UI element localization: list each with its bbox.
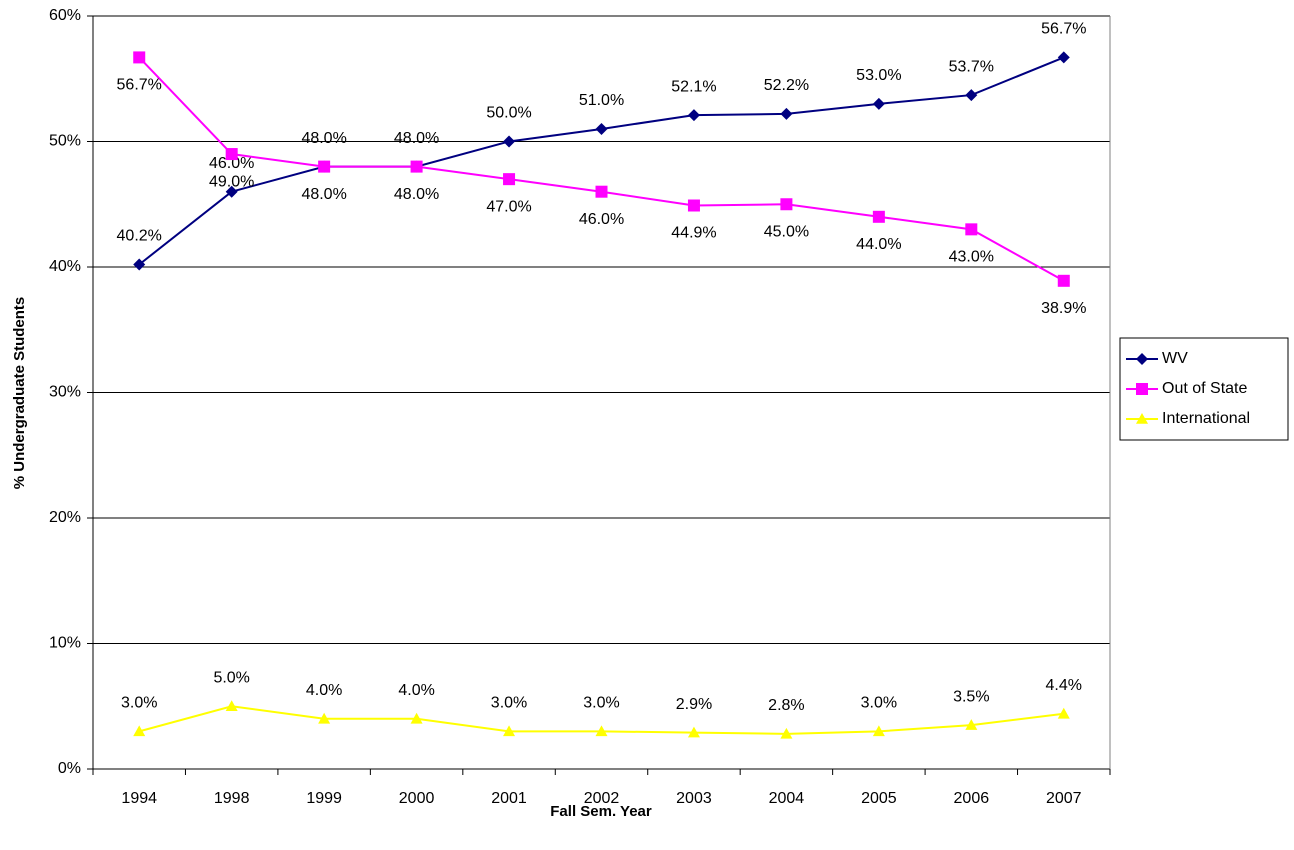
- marker: [965, 223, 978, 236]
- legend-label: WV: [1162, 350, 1188, 367]
- x-tick-label: 1998: [214, 790, 250, 807]
- data-label: 44.9%: [671, 225, 716, 242]
- marker: [410, 712, 423, 724]
- y-tick-label: 30%: [49, 384, 81, 401]
- y-tick-label: 50%: [49, 133, 81, 150]
- marker: [133, 51, 146, 64]
- legend-label: International: [1162, 410, 1250, 427]
- data-label: 4.4%: [1046, 677, 1082, 694]
- marker: [965, 89, 978, 102]
- y-axis-title: % Undergraduate Students: [11, 297, 28, 490]
- marker: [1057, 707, 1070, 719]
- data-label: 46.0%: [209, 155, 254, 172]
- data-label: 51.0%: [579, 92, 624, 109]
- marker: [503, 135, 516, 148]
- data-label: 53.0%: [856, 67, 901, 84]
- data-label: 2.9%: [676, 696, 712, 713]
- data-label: 43.0%: [949, 249, 994, 266]
- marker: [410, 160, 423, 173]
- data-label: 52.2%: [764, 77, 809, 94]
- data-label: 3.0%: [491, 695, 527, 712]
- data-label: 45.0%: [764, 223, 809, 240]
- data-label: 48.0%: [394, 130, 439, 147]
- marker: [1057, 274, 1070, 287]
- data-label: 5.0%: [213, 669, 249, 686]
- y-tick-label: 60%: [49, 7, 81, 24]
- marker: [965, 719, 978, 730]
- x-tick-label: 1999: [306, 790, 342, 807]
- data-label: 4.0%: [306, 682, 342, 699]
- data-label: 53.7%: [949, 58, 994, 75]
- marker: [872, 97, 885, 110]
- x-tick-label: 2003: [676, 790, 712, 807]
- x-tick-label: 2001: [491, 790, 527, 807]
- data-label: 48.0%: [394, 186, 439, 203]
- data-label: 3.0%: [121, 695, 157, 712]
- y-tick-label: 20%: [49, 509, 81, 526]
- marker: [503, 725, 516, 737]
- marker: [225, 185, 238, 198]
- x-tick-label: 2007: [1046, 790, 1082, 807]
- marker: [318, 712, 331, 724]
- data-label: 56.7%: [1041, 21, 1086, 38]
- marker: [780, 727, 793, 739]
- data-label: 49.0%: [209, 173, 254, 190]
- marker: [872, 725, 885, 737]
- legend-label: Out of State: [1162, 380, 1247, 397]
- data-label: 52.1%: [671, 78, 716, 95]
- marker: [687, 109, 700, 122]
- y-tick-label: 0%: [58, 760, 81, 777]
- data-label: 2.8%: [768, 697, 804, 714]
- marker: [595, 725, 608, 737]
- x-tick-label: 2006: [954, 790, 990, 807]
- data-label: 48.0%: [301, 186, 346, 203]
- data-label: 50.0%: [486, 105, 531, 122]
- data-label: 56.7%: [117, 77, 162, 94]
- x-tick-label: 1994: [121, 790, 157, 807]
- marker: [780, 107, 793, 120]
- marker: [1136, 353, 1148, 365]
- marker: [318, 160, 331, 173]
- marker: [595, 185, 608, 198]
- data-label: 3.0%: [583, 695, 619, 712]
- data-label: 44.0%: [856, 236, 901, 253]
- data-label: 4.0%: [398, 682, 434, 699]
- marker: [133, 258, 146, 271]
- marker: [133, 725, 146, 737]
- marker: [503, 173, 516, 186]
- marker: [225, 148, 238, 161]
- marker: [687, 199, 700, 212]
- marker: [872, 210, 885, 223]
- marker: [1136, 413, 1148, 424]
- data-label: 3.5%: [953, 688, 989, 705]
- marker: [225, 700, 238, 712]
- series-line: [138, 56, 1065, 282]
- x-tick-label: 2000: [399, 790, 435, 807]
- x-tick-label: 2005: [861, 790, 897, 807]
- x-tick-label: 2002: [584, 790, 620, 807]
- y-tick-label: 40%: [49, 258, 81, 275]
- data-label: 3.0%: [861, 695, 897, 712]
- marker: [1057, 51, 1070, 64]
- marker: [1136, 383, 1148, 395]
- data-label: 47.0%: [486, 198, 531, 215]
- data-label: 38.9%: [1041, 300, 1086, 317]
- data-label: 48.0%: [301, 130, 346, 147]
- data-label: 46.0%: [579, 211, 624, 228]
- x-tick-label: 2004: [769, 790, 805, 807]
- x-axis-title: Fall Sem. Year: [550, 803, 652, 820]
- data-label: 40.2%: [117, 228, 162, 245]
- y-tick-label: 10%: [49, 635, 81, 652]
- marker: [595, 122, 608, 135]
- marker: [780, 198, 793, 211]
- marker: [687, 726, 700, 738]
